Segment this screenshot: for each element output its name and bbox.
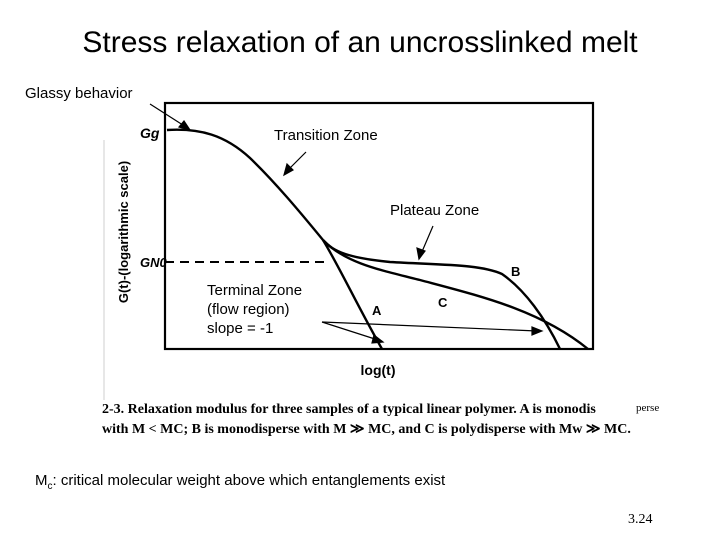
terminal-zone-line2: (flow region)	[207, 301, 290, 318]
curve-b	[322, 239, 562, 350]
curve-label-a: A	[372, 303, 382, 318]
curve-label-b: B	[511, 264, 520, 279]
slide-title: Stress relaxation of an uncrosslinked me…	[82, 26, 638, 59]
arrow-plateau-head	[416, 247, 426, 261]
arrow-transition-head	[283, 162, 294, 177]
caption-line1: 2-3. Relaxation modulus for three sample…	[102, 402, 596, 417]
arrow-glassy-head	[177, 119, 192, 132]
arrow-terminal-b-head	[531, 326, 544, 336]
curve-label-c: C	[438, 295, 448, 310]
arrow-plateau	[420, 225, 434, 255]
terminal-zone-line3: slope = -1	[207, 320, 274, 337]
g-plateau-label: GN0	[140, 255, 168, 270]
x-axis-label: log(t)	[361, 362, 396, 378]
curve-common	[166, 128, 324, 241]
slide-number: 3.24	[628, 512, 653, 527]
plateau-zone-label: Plateau Zone	[390, 202, 480, 219]
footnote: Mc: critical molecular weight above whic…	[35, 472, 445, 492]
figure-caption: 2-3. Relaxation modulus for three sample…	[102, 400, 662, 440]
footnote-symbol: M	[35, 472, 48, 489]
arrow-glassy	[149, 103, 187, 128]
arrow-terminal-b	[321, 321, 538, 332]
terminal-zone-label: Terminal Zone (flow region) slope = -1	[207, 281, 302, 338]
arrow-terminal-a-head	[371, 333, 385, 344]
y-axis-label: G(t)-(logarithmic scale)	[116, 161, 131, 303]
g-glassy-label: Gg	[140, 125, 160, 141]
footnote-text: : critical molecular weight above which …	[52, 472, 446, 489]
caption-line2: with M < MC; B is monodisperse with M ≫ …	[102, 422, 631, 437]
glassy-behavior-label: Glassy behavior	[25, 85, 133, 102]
plot-frame	[163, 101, 595, 351]
curve-c	[322, 239, 589, 350]
terminal-zone-line1: Terminal Zone	[207, 282, 303, 299]
arrow-terminal-a	[321, 321, 379, 341]
footnote-subscript: c	[47, 481, 53, 492]
transition-zone-label: Transition Zone	[274, 127, 378, 144]
caption-line1-tail: perse	[636, 402, 660, 414]
